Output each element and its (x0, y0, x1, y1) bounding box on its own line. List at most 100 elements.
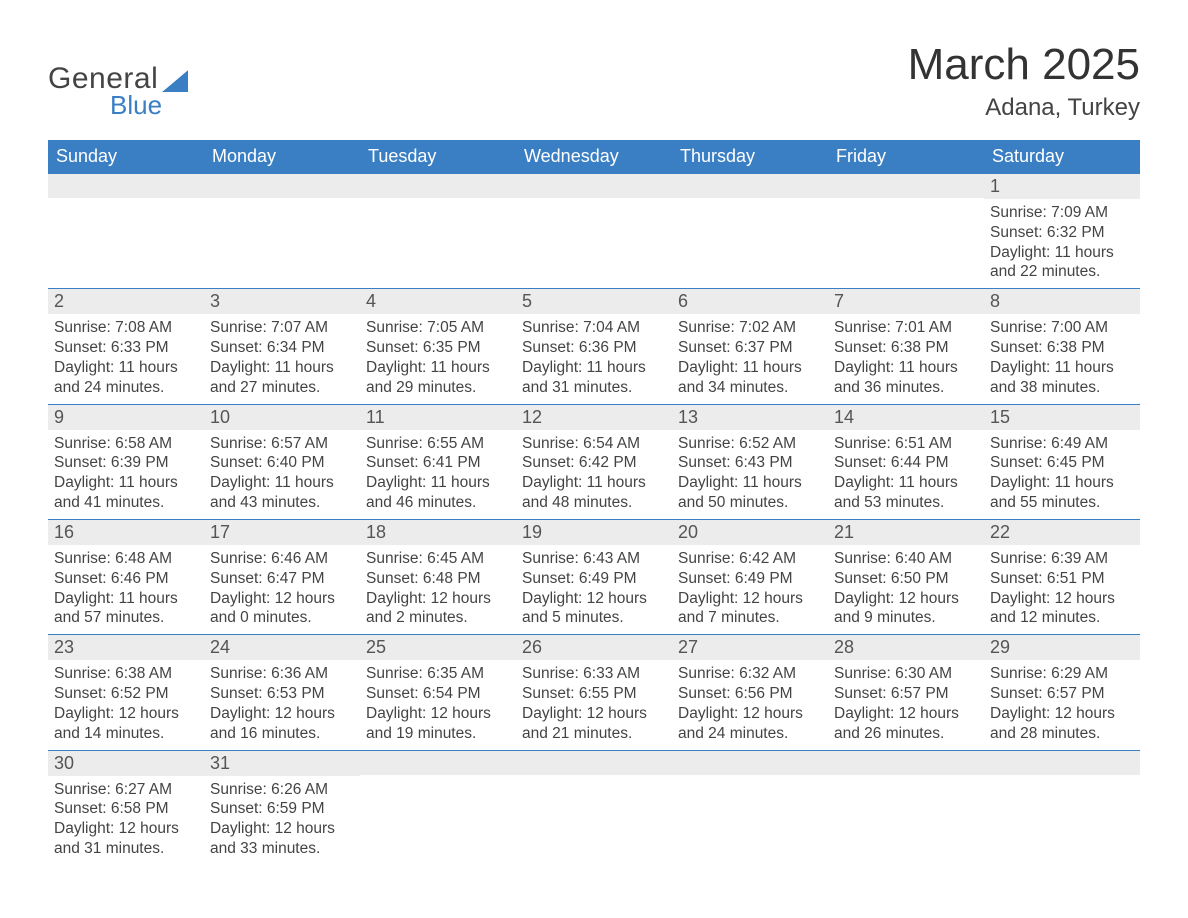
day-number (48, 174, 204, 198)
day-cell (672, 750, 828, 865)
sunset-text: Sunset: 6:47 PM (210, 569, 354, 589)
logo-triangle-icon (162, 70, 188, 92)
day-number: 2 (48, 289, 204, 314)
day-cell (984, 750, 1140, 865)
sunset-text: Sunset: 6:38 PM (990, 338, 1134, 358)
day-body: Sunrise: 6:55 AMSunset: 6:41 PMDaylight:… (366, 434, 510, 513)
daylight-text: Daylight: 11 hours and 50 minutes. (678, 473, 822, 513)
sunset-text: Sunset: 6:53 PM (210, 684, 354, 704)
sunset-text: Sunset: 6:38 PM (834, 338, 978, 358)
day-cell: 21Sunrise: 6:40 AMSunset: 6:50 PMDayligh… (828, 519, 984, 634)
location-label: Adana, Turkey (908, 94, 1140, 122)
day-number (516, 751, 672, 775)
day-number: 21 (828, 520, 984, 545)
sunrise-text: Sunrise: 6:40 AM (834, 549, 978, 569)
sunrise-text: Sunrise: 7:00 AM (990, 318, 1134, 338)
sunset-text: Sunset: 6:42 PM (522, 453, 666, 473)
week-row: 1Sunrise: 7:09 AMSunset: 6:32 PMDaylight… (48, 174, 1140, 289)
sunset-text: Sunset: 6:51 PM (990, 569, 1134, 589)
sunset-text: Sunset: 6:49 PM (678, 569, 822, 589)
day-body: Sunrise: 6:42 AMSunset: 6:49 PMDaylight:… (678, 549, 822, 628)
sunrise-text: Sunrise: 7:07 AM (210, 318, 354, 338)
daylight-text: Daylight: 11 hours and 41 minutes. (54, 473, 198, 513)
sunrise-text: Sunrise: 6:55 AM (366, 434, 510, 454)
sunset-text: Sunset: 6:44 PM (834, 453, 978, 473)
day-body: Sunrise: 6:45 AMSunset: 6:48 PMDaylight:… (366, 549, 510, 628)
day-body: Sunrise: 6:43 AMSunset: 6:49 PMDaylight:… (522, 549, 666, 628)
day-cell: 13Sunrise: 6:52 AMSunset: 6:43 PMDayligh… (672, 404, 828, 519)
daylight-text: Daylight: 12 hours and 5 minutes. (522, 589, 666, 629)
day-number: 4 (360, 289, 516, 314)
dow-thursday: Thursday (672, 140, 828, 174)
daylight-text: Daylight: 12 hours and 28 minutes. (990, 704, 1134, 744)
day-body: Sunrise: 6:57 AMSunset: 6:40 PMDaylight:… (210, 434, 354, 513)
day-number (516, 174, 672, 198)
day-number: 10 (204, 405, 360, 430)
month-title: March 2025 (908, 40, 1140, 90)
day-number: 15 (984, 405, 1140, 430)
dow-saturday: Saturday (984, 140, 1140, 174)
daylight-text: Daylight: 12 hours and 9 minutes. (834, 589, 978, 629)
day-cell (204, 174, 360, 289)
day-number: 11 (360, 405, 516, 430)
sunrise-text: Sunrise: 6:51 AM (834, 434, 978, 454)
day-cell: 22Sunrise: 6:39 AMSunset: 6:51 PMDayligh… (984, 519, 1140, 634)
day-body: Sunrise: 6:51 AMSunset: 6:44 PMDaylight:… (834, 434, 978, 513)
dow-monday: Monday (204, 140, 360, 174)
day-cell: 9Sunrise: 6:58 AMSunset: 6:39 PMDaylight… (48, 404, 204, 519)
day-number: 19 (516, 520, 672, 545)
day-cell: 23Sunrise: 6:38 AMSunset: 6:52 PMDayligh… (48, 635, 204, 750)
sunrise-text: Sunrise: 6:48 AM (54, 549, 198, 569)
sunrise-text: Sunrise: 7:04 AM (522, 318, 666, 338)
sunset-text: Sunset: 6:58 PM (54, 799, 198, 819)
day-number (828, 751, 984, 775)
day-cell: 25Sunrise: 6:35 AMSunset: 6:54 PMDayligh… (360, 635, 516, 750)
sunset-text: Sunset: 6:33 PM (54, 338, 198, 358)
logo-word-blue: Blue (110, 90, 188, 121)
day-number: 13 (672, 405, 828, 430)
day-number (360, 751, 516, 775)
sunrise-text: Sunrise: 6:54 AM (522, 434, 666, 454)
day-cell: 6Sunrise: 7:02 AMSunset: 6:37 PMDaylight… (672, 289, 828, 404)
day-number: 17 (204, 520, 360, 545)
day-number: 12 (516, 405, 672, 430)
day-body: Sunrise: 7:01 AMSunset: 6:38 PMDaylight:… (834, 318, 978, 397)
daylight-text: Daylight: 12 hours and 24 minutes. (678, 704, 822, 744)
day-number: 30 (48, 751, 204, 776)
sunset-text: Sunset: 6:39 PM (54, 453, 198, 473)
daylight-text: Daylight: 12 hours and 2 minutes. (366, 589, 510, 629)
dow-friday: Friday (828, 140, 984, 174)
daylight-text: Daylight: 12 hours and 31 minutes. (54, 819, 198, 859)
day-cell: 17 Sunrise: 6:46 AMSunset: 6:47 PMDayligh… (204, 519, 360, 634)
day-body: Sunrise: 7:07 AMSunset: 6:34 PMDaylight:… (210, 318, 354, 397)
day-body: Sunrise: 6:48 AMSunset: 6:46 PMDaylight:… (54, 549, 198, 628)
day-cell (672, 174, 828, 289)
daylight-text: Daylight: 11 hours and 53 minutes. (834, 473, 978, 513)
day-cell: 10 Sunrise: 6:57 AMSunset: 6:40 PMDayligh… (204, 404, 360, 519)
day-body: Sunrise: 6:27 AMSunset: 6:58 PMDaylight:… (54, 780, 198, 859)
day-body: Sunrise: 6:54 AMSunset: 6:42 PMDaylight:… (522, 434, 666, 513)
day-body: Sunrise: 6:46 AMSunset: 6:47 PMDaylight:… (210, 549, 354, 628)
daylight-text: Daylight: 12 hours and 16 minutes. (210, 704, 354, 744)
sunrise-text: Sunrise: 6:26 AM (210, 780, 354, 800)
day-cell (360, 174, 516, 289)
sunrise-text: Sunrise: 7:05 AM (366, 318, 510, 338)
day-cell: 4Sunrise: 7:05 AMSunset: 6:35 PMDaylight… (360, 289, 516, 404)
day-number: 8 (984, 289, 1140, 314)
sunset-text: Sunset: 6:40 PM (210, 453, 354, 473)
sunrise-text: Sunrise: 6:29 AM (990, 664, 1134, 684)
day-number: 5 (516, 289, 672, 314)
day-cell (828, 750, 984, 865)
daylight-text: Daylight: 12 hours and 14 minutes. (54, 704, 198, 744)
sunrise-text: Sunrise: 6:45 AM (366, 549, 510, 569)
day-body: Sunrise: 7:09 AMSunset: 6:32 PMDaylight:… (990, 203, 1134, 282)
day-cell: 16 Sunrise: 6:48 AMSunset: 6:46 PMDayligh… (48, 519, 204, 634)
day-number (360, 174, 516, 198)
day-number: 16 (48, 520, 204, 545)
week-row: 16 Sunrise: 6:48 AMSunset: 6:46 PMDayligh… (48, 519, 1140, 634)
day-number: 9 (48, 405, 204, 430)
day-cell: 20Sunrise: 6:42 AMSunset: 6:49 PMDayligh… (672, 519, 828, 634)
day-cell: 8Sunrise: 7:00 AMSunset: 6:38 PMDaylight… (984, 289, 1140, 404)
day-cell: 5Sunrise: 7:04 AMSunset: 6:36 PMDaylight… (516, 289, 672, 404)
daylight-text: Daylight: 12 hours and 33 minutes. (210, 819, 354, 859)
